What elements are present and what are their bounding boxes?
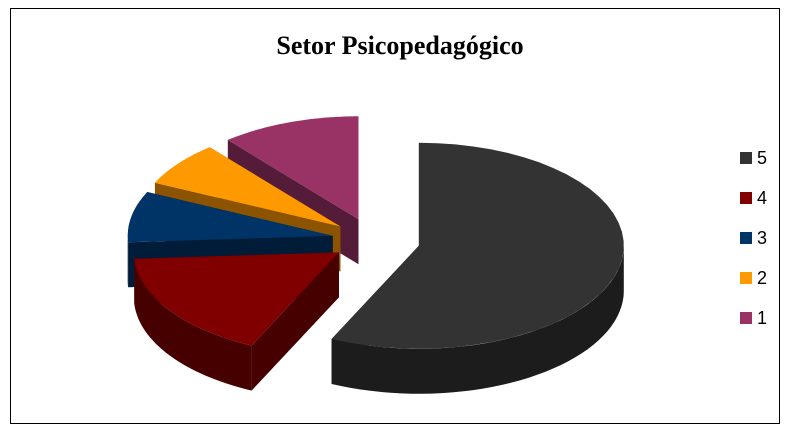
slice xyxy=(134,252,339,346)
legend-swatch xyxy=(740,312,752,324)
legend-label: 4 xyxy=(757,188,767,208)
legend-swatch xyxy=(740,192,752,204)
slice xyxy=(227,116,359,220)
legend-swatch xyxy=(740,272,752,284)
legend-label: 2 xyxy=(757,268,767,288)
chart-title: Setor Psicopedagógico xyxy=(276,31,523,60)
slice xyxy=(331,142,624,349)
slice-side xyxy=(134,258,252,391)
legend-label: 5 xyxy=(757,148,767,168)
legend-label: 3 xyxy=(757,228,767,248)
slice-side xyxy=(331,245,624,394)
slice xyxy=(127,192,333,243)
legend-label: 1 xyxy=(757,308,767,328)
legend-swatch xyxy=(740,232,752,244)
legend-swatch xyxy=(740,152,752,164)
slice xyxy=(154,147,341,227)
